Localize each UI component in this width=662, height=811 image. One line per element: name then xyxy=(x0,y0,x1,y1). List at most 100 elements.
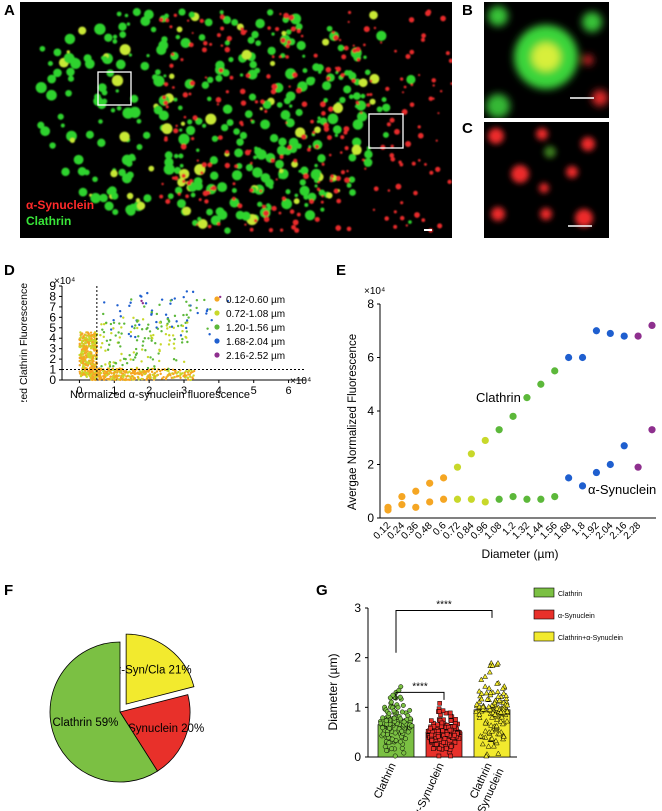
synuclein-spot xyxy=(220,26,225,31)
synuclein-spot xyxy=(583,55,593,65)
chart-g-point xyxy=(400,703,406,708)
synuclein-spot xyxy=(169,63,174,68)
chart-e-clathrin-point xyxy=(606,329,614,338)
chart-d-point xyxy=(158,303,161,307)
chart-d-x-tick-label: 5 xyxy=(251,385,257,397)
micrograph-c-image xyxy=(488,128,595,227)
chart-d-point xyxy=(84,347,87,351)
synuclein-spot xyxy=(413,190,418,196)
synuclein-spot xyxy=(323,126,330,132)
clathrin-spot xyxy=(122,107,134,119)
synuclein-spot xyxy=(389,117,395,123)
clathrin-spot xyxy=(179,163,184,168)
chart-d-point xyxy=(100,323,103,326)
clathrin-spot xyxy=(251,30,259,39)
synuclein-spot xyxy=(385,86,390,91)
chart-g-point xyxy=(482,728,489,734)
synuclein-spot xyxy=(185,194,189,199)
synuclein-spot xyxy=(263,210,269,217)
chart-d-point xyxy=(83,373,87,376)
chart-g-point xyxy=(398,684,404,690)
chart-e-clathrin-point xyxy=(495,426,503,434)
chart-g-point xyxy=(453,717,458,722)
chart-e-clathrin-point xyxy=(398,493,406,501)
chart-d-point xyxy=(179,372,182,375)
chart-e-synuclein-point xyxy=(523,495,531,503)
clathrin-spot xyxy=(188,11,195,18)
synuclein-spot xyxy=(539,183,549,193)
chart-d-point xyxy=(186,378,190,381)
synuclein-spot xyxy=(244,30,248,33)
chart-d-point xyxy=(166,374,170,377)
clathrin-spot xyxy=(85,130,94,139)
chart-d-point xyxy=(108,365,112,368)
chart-d-point xyxy=(155,320,158,324)
chart-d-point xyxy=(119,359,122,362)
synuclein-spot xyxy=(296,212,301,217)
chart-d-point xyxy=(143,337,147,340)
synuclein-spot xyxy=(173,13,178,17)
chart-d-point xyxy=(144,349,147,352)
synuclein-spot xyxy=(363,26,370,33)
chart-e-y-exponent: ×10⁴ xyxy=(364,286,385,297)
synuclein-spot xyxy=(314,144,320,149)
synuclein-spot xyxy=(216,222,221,226)
clathrin-spot xyxy=(201,81,210,89)
synuclein-spot xyxy=(424,162,427,166)
clathrin-spot xyxy=(294,193,299,198)
chart-g-point xyxy=(478,696,485,702)
synuclein-spot xyxy=(192,115,198,121)
chart-d-point xyxy=(78,372,82,375)
chart-g-legend-swatch xyxy=(533,609,555,620)
clathrin-spot xyxy=(293,198,300,205)
chart-g-datapoints xyxy=(473,659,511,759)
synuclein-spot xyxy=(316,187,321,192)
chart-d-point xyxy=(136,326,139,330)
synuclein-spot xyxy=(266,74,271,79)
chart-g-point xyxy=(401,719,407,725)
chart-d-point xyxy=(127,332,131,336)
synuclein-spot xyxy=(173,128,179,134)
chart-g-point xyxy=(452,732,457,738)
synuclein-spot xyxy=(437,223,443,229)
chart-d-point xyxy=(159,372,162,376)
chart-d-point xyxy=(114,334,117,337)
synuclein-spot xyxy=(321,195,324,198)
synuclein-spot xyxy=(347,20,350,24)
synuclein-spot xyxy=(234,164,238,169)
clathrin-spot xyxy=(143,9,154,20)
chart-g-point xyxy=(452,740,458,745)
chart-g-point xyxy=(429,732,434,738)
synuclein-spot xyxy=(288,14,295,21)
micro-b-spots xyxy=(486,6,608,118)
chart-d-point xyxy=(144,302,148,305)
chart-g-point xyxy=(409,723,415,729)
chart-g-point xyxy=(482,673,489,679)
chart-g-point xyxy=(405,713,411,719)
synuclein-spot xyxy=(405,141,412,148)
clathrin-spot xyxy=(94,23,106,35)
chart-d-point xyxy=(118,371,121,374)
chart-g-point xyxy=(386,740,392,746)
clathrin-spot xyxy=(236,162,243,170)
chart-d-point xyxy=(132,351,136,354)
synuclein-spot xyxy=(389,153,395,158)
chart-e-y-tick-label: 0 xyxy=(367,511,374,525)
clathrin-spot xyxy=(358,78,368,88)
clathrin-spot xyxy=(307,192,317,202)
chart-d-point xyxy=(193,369,196,373)
chart-g-point xyxy=(483,752,490,759)
clathrin-spot xyxy=(363,158,373,167)
synuclein-spot xyxy=(280,228,284,232)
synuclein-spot xyxy=(363,43,366,47)
clathrin-spot xyxy=(124,13,129,18)
clathrin-spot xyxy=(102,55,108,61)
chart-g-point xyxy=(500,690,507,696)
synuclein-spot xyxy=(309,199,315,204)
clathrin-spot xyxy=(276,102,283,108)
chart-d-point xyxy=(112,327,115,330)
chart-d-point xyxy=(185,330,189,333)
pie-slice-label: α-Synuclein 20% xyxy=(118,723,205,735)
synuclein-spot xyxy=(278,211,282,215)
chart-d-point xyxy=(152,333,155,337)
